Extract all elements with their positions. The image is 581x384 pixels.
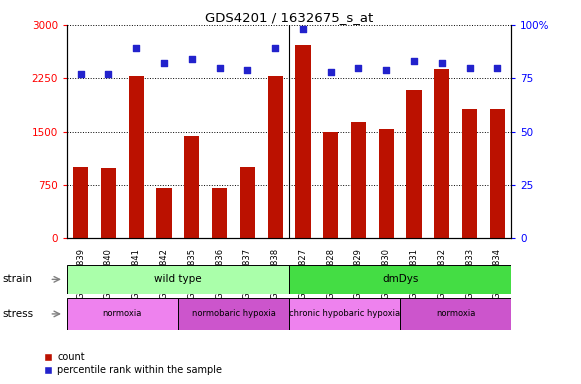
Point bbox=[326, 69, 335, 75]
Bar bbox=[434, 69, 450, 238]
Text: dmDys: dmDys bbox=[382, 274, 418, 285]
Point bbox=[354, 65, 363, 71]
Bar bbox=[490, 109, 505, 238]
Bar bbox=[351, 122, 366, 238]
Bar bbox=[73, 167, 88, 238]
Text: wild type: wild type bbox=[154, 274, 202, 285]
Bar bbox=[289, 265, 511, 294]
Point bbox=[243, 67, 252, 73]
Bar bbox=[212, 189, 227, 238]
Text: normoxia: normoxia bbox=[103, 310, 142, 318]
Bar bbox=[128, 76, 144, 238]
Bar bbox=[323, 131, 338, 238]
Bar bbox=[240, 167, 255, 238]
Point bbox=[382, 67, 391, 73]
Title: GDS4201 / 1632675_s_at: GDS4201 / 1632675_s_at bbox=[205, 11, 373, 24]
Bar bbox=[156, 189, 171, 238]
Bar bbox=[184, 136, 199, 238]
Point bbox=[465, 65, 474, 71]
Bar bbox=[379, 129, 394, 238]
Text: stress: stress bbox=[3, 309, 34, 319]
Bar bbox=[400, 298, 511, 330]
Bar bbox=[101, 169, 116, 238]
Point bbox=[76, 71, 85, 77]
Text: chronic hypobaric hypoxia: chronic hypobaric hypoxia bbox=[289, 310, 400, 318]
Text: normoxia: normoxia bbox=[436, 310, 475, 318]
Point bbox=[215, 65, 224, 71]
Text: normobaric hypoxia: normobaric hypoxia bbox=[192, 310, 275, 318]
Bar bbox=[462, 109, 477, 238]
Point bbox=[437, 60, 446, 66]
Bar bbox=[267, 76, 283, 238]
Point bbox=[410, 58, 419, 64]
Point bbox=[104, 71, 113, 77]
Point bbox=[187, 56, 196, 62]
Text: strain: strain bbox=[3, 274, 33, 285]
Point bbox=[159, 60, 168, 66]
Point bbox=[298, 26, 307, 32]
Point bbox=[493, 65, 502, 71]
Bar bbox=[289, 298, 400, 330]
Legend: count, percentile rank within the sample: count, percentile rank within the sample bbox=[40, 348, 226, 379]
Point bbox=[132, 45, 141, 51]
Bar bbox=[407, 90, 422, 238]
Bar bbox=[67, 298, 178, 330]
Point bbox=[271, 45, 280, 51]
Bar bbox=[295, 45, 311, 238]
Bar bbox=[67, 265, 289, 294]
Bar bbox=[178, 298, 289, 330]
